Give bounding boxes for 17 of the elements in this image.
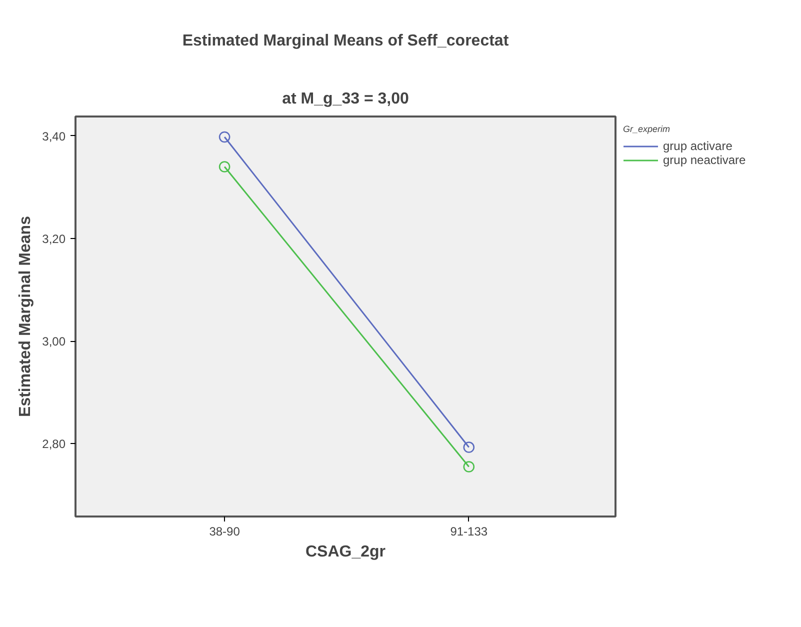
legend-title: Gr_experim — [623, 124, 672, 134]
point — [218, 131, 230, 143]
chart-title: Estimated Marginal Means of Seff_corectat — [182, 32, 510, 50]
y-axis-title: Estimated Marginal Means — [17, 216, 34, 417]
point — [463, 442, 475, 453]
x-tick-label: 91-133 — [450, 524, 488, 538]
x-axis-title: CSAG_2gr — [305, 544, 386, 560]
y-tick-label: 3,20 — [42, 232, 66, 246]
legend-label: grup activare — [663, 139, 732, 153]
x-tick-label: 38-90 — [209, 524, 240, 538]
y-tick-label: 3,40 — [42, 129, 66, 144]
y-tick-label: 2,80 — [42, 437, 66, 452]
chart-subtitle: at M_g_33 = 3,00 — [282, 90, 409, 108]
point — [218, 161, 230, 172]
y-tick-label: 3,00 — [42, 334, 66, 349]
point — [463, 461, 475, 472]
legend-label: grup neactivare — [663, 153, 746, 167]
